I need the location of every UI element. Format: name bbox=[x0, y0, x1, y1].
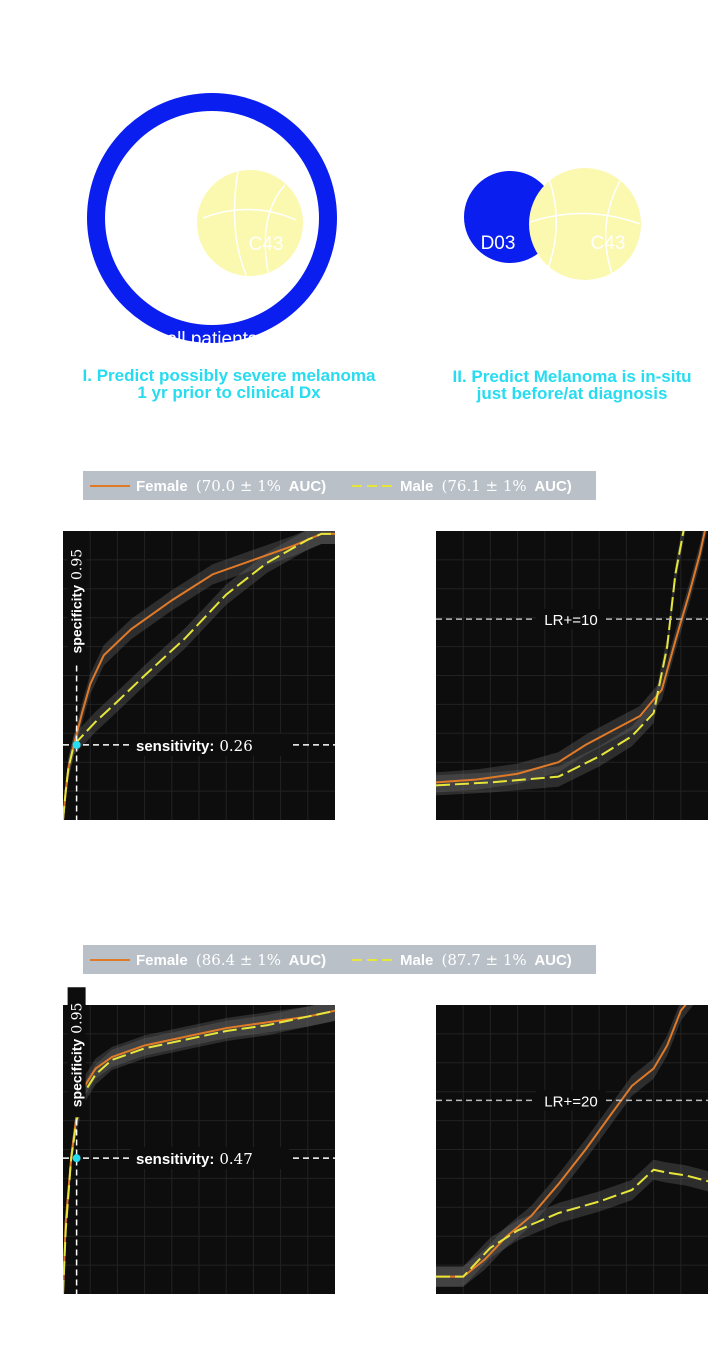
legend-bottom-bg bbox=[83, 945, 596, 974]
sensitivity-label: sensitivity: bbox=[136, 1151, 214, 1168]
lr-label-bg bbox=[536, 1090, 606, 1111]
legend-bottom-male-stat: (87.7 ± 1% bbox=[442, 951, 527, 969]
legend-top-female-name: Female bbox=[136, 478, 188, 495]
legend-top-male-name: Male bbox=[400, 478, 433, 495]
series-line-male bbox=[436, 1168, 708, 1278]
c43-label-right: C43 bbox=[591, 233, 626, 254]
ylabel-bg bbox=[67, 987, 86, 1118]
c43-ball-seam-2 bbox=[233, 170, 247, 276]
lr-panel-bottom: LR+=20 bbox=[436, 1005, 708, 1294]
series-line-male bbox=[63, 532, 335, 820]
c43-right-seam-3 bbox=[604, 180, 621, 275]
d03-label: D03 bbox=[481, 233, 516, 254]
diagram-in-situ: D03 C43 II. Predict Melanoma is in-situ … bbox=[453, 168, 692, 403]
sensitivity-label: sensitivity: bbox=[136, 738, 214, 755]
annotation-bg bbox=[131, 1147, 289, 1170]
sensitivity-value: 0.26 bbox=[219, 737, 252, 755]
lr-label-bg bbox=[536, 609, 606, 630]
legend-bottom-male-name: Male bbox=[400, 952, 433, 969]
specificity-value: 0.95 bbox=[70, 1003, 86, 1034]
series-line-male bbox=[63, 1009, 335, 1294]
legend-top-female-suffix: AUC) bbox=[289, 478, 327, 495]
legend-bottom-female-suffix: AUC) bbox=[289, 952, 327, 969]
confidence-band-female bbox=[63, 531, 335, 820]
specificity-value: 0.95 bbox=[70, 549, 86, 580]
roc-panel-top: sensitivity: 0.26 specificity 0.95 bbox=[63, 531, 335, 820]
legend-top-female-stat: (70.0 ± 1% bbox=[196, 477, 281, 495]
operating-point bbox=[72, 1154, 81, 1163]
ylabel-bg bbox=[67, 533, 86, 664]
sensitivity-annotation: sensitivity: 0.26 bbox=[136, 737, 253, 755]
legend-top-male-stat: (76.1 ± 1% bbox=[442, 477, 527, 495]
series-line-female bbox=[63, 532, 335, 820]
c43-ball-seam-1 bbox=[202, 208, 297, 221]
series-line-male bbox=[436, 531, 685, 787]
specificity-axis-label: specificity 0.95 bbox=[69, 1003, 86, 1108]
caption-2-line1: II. Predict Melanoma is in-situ bbox=[453, 367, 692, 386]
specificity-axis-label: specificity 0.95 bbox=[69, 549, 86, 654]
c43-circle-right bbox=[529, 168, 641, 280]
caption-1-line1: I. Predict possibly severe melanoma bbox=[83, 366, 376, 385]
series-line-female bbox=[436, 1005, 687, 1278]
annotation-bg bbox=[131, 733, 289, 756]
operating-point bbox=[72, 740, 81, 749]
c43-right-seam-1 bbox=[529, 212, 641, 225]
c43-circle-left bbox=[197, 170, 303, 276]
svg-text:Male (87.7 ± 1% AU: Male (87.7 ± 1% AUC) bbox=[400, 951, 572, 969]
legend-top-bg bbox=[83, 471, 596, 500]
c43-right-seam-2 bbox=[544, 175, 558, 277]
legend-bottom-female-name: Female bbox=[136, 952, 188, 969]
sensitivity-annotation: sensitivity: 0.47 bbox=[136, 1150, 253, 1168]
caption-1-line2: 1 yr prior to clinical Dx bbox=[137, 383, 321, 402]
legend-bottom: Female (86.4 ± 1% AUC) Male (87.7 ± 1% A… bbox=[83, 945, 596, 974]
series-line-female bbox=[436, 531, 706, 784]
legend-bottom-female-stat: (86.4 ± 1% bbox=[196, 951, 281, 969]
svg-text:Male (76.1 ± 1% AU: Male (76.1 ± 1% AUC) bbox=[400, 477, 572, 495]
lr-panel-top: LR+=10 bbox=[436, 531, 708, 820]
diagram-all-patients: C43 all patients I. Predict possibly sev… bbox=[83, 93, 376, 402]
all-patients-label: all patients bbox=[167, 329, 258, 350]
specificity-label: specificity bbox=[69, 585, 85, 654]
lr-annotation: LR+=10 bbox=[544, 612, 597, 629]
legend-top: Female (70.0 ± 1% AUC) Male (76.1 ± 1% A… bbox=[83, 471, 596, 500]
svg-text:Female (86.4 ± 1%: Female (86.4 ± 1% AUC) bbox=[136, 951, 326, 969]
legend-bottom-male-suffix: AUC) bbox=[534, 952, 572, 969]
sensitivity-value: 0.47 bbox=[219, 1150, 252, 1168]
specificity-label: specificity bbox=[69, 1039, 85, 1108]
roc-panel-bottom: sensitivity: 0.47 specificity 0.95 bbox=[63, 987, 335, 1294]
confidence-band-male bbox=[436, 1159, 708, 1287]
lr-annotation: LR+=20 bbox=[544, 1093, 597, 1110]
c43-label-left: C43 bbox=[249, 234, 284, 255]
legend-top-male-suffix: AUC) bbox=[534, 478, 572, 495]
c43-ball-seam-3 bbox=[264, 184, 286, 273]
caption-2-line2: just before/at diagnosis bbox=[476, 384, 668, 403]
svg-text:Female (70.0 ± 1%: Female (70.0 ± 1% AUC) bbox=[136, 477, 326, 495]
